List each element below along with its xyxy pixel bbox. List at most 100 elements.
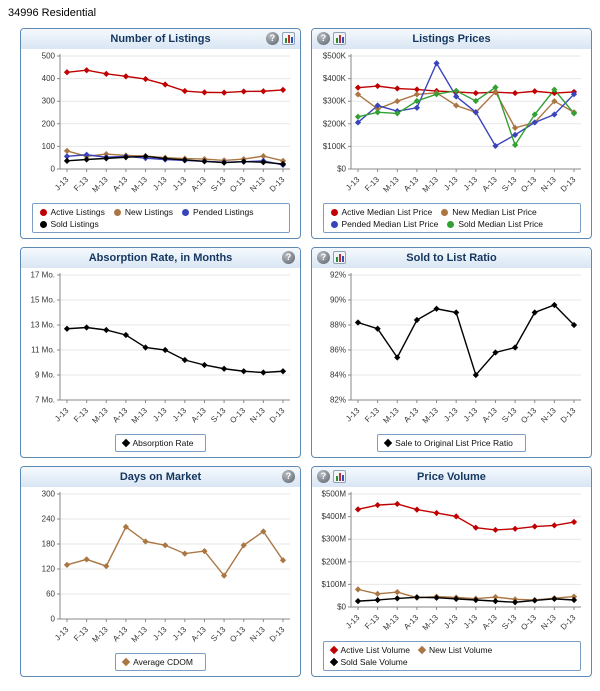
svg-text:M-13: M-13 [130,406,150,426]
svg-text:$300K: $300K [323,97,347,106]
chart-panel-number-of-listings: Number of Listings? 0 100 200 300 400 500 J-13 F… [20,28,301,239]
chart-legend: Active Listings New Listings Pended Listin… [21,203,300,233]
svg-text:N-13: N-13 [248,175,267,194]
chart-legend: Absorption Rate [21,433,300,452]
legend-item: Active Listings [39,207,105,217]
svg-text:0: 0 [51,615,56,624]
legend-marker [121,657,131,667]
svg-text:M-13: M-13 [90,175,110,195]
legend-label: Pended Listings [193,207,254,217]
chart-title: Sold to List Ratio [406,252,497,264]
legend-item: New Median List Price [441,207,537,217]
svg-text:200: 200 [42,119,56,128]
chart-settings-icon-bar [290,37,293,43]
chart-toolbar: ? [282,470,295,483]
help-icon[interactable]: ? [266,32,279,45]
svg-text:F-13: F-13 [363,175,381,193]
svg-text:500: 500 [42,52,56,61]
svg-text:S-13: S-13 [500,175,519,194]
legend-item: Pended Listings [182,207,254,217]
chart-settings-icon-bar [284,38,287,43]
legend-item: Active List Volume [329,645,410,655]
svg-text:M-13: M-13 [381,406,401,426]
legend-label: Absorption Rate [132,438,194,448]
chart-legend: Active List Volume New List Volume Sold Sa… [312,640,591,671]
legend-marker [330,220,338,228]
svg-text:$100M: $100M [322,580,347,589]
svg-text:S-13: S-13 [209,625,228,644]
chart-panel-absorption-rate: Absorption Rate, in Months? 7 Mo. 9 Mo. 11 … [20,247,301,458]
chart-settings-icon-bar [341,37,344,43]
svg-text:M-13: M-13 [90,406,110,426]
legend-item: New Listings [113,207,173,217]
legend-marker [447,220,455,228]
svg-text:J-13: J-13 [53,625,71,643]
svg-text:O-13: O-13 [228,625,247,644]
legend-item: Sold Listings [39,219,99,229]
svg-text:J-13: J-13 [53,175,71,193]
chart-settings-icon[interactable] [333,251,346,264]
svg-text:J-13: J-13 [53,406,71,424]
svg-text:A-13: A-13 [402,406,421,425]
svg-text:J-13: J-13 [442,613,460,631]
svg-text:13 Mo.: 13 Mo. [31,321,55,330]
svg-text:15 Mo.: 15 Mo. [31,296,55,305]
chart-legend-box: Absorption Rate [114,434,207,452]
help-icon[interactable]: ? [317,251,330,264]
svg-text:J-13: J-13 [171,175,189,193]
legend-marker [39,208,47,216]
svg-text:O-13: O-13 [228,406,247,425]
svg-text:D-13: D-13 [268,175,287,194]
svg-text:180: 180 [42,540,56,549]
svg-text:N-13: N-13 [539,175,558,194]
help-icon[interactable]: ? [317,470,330,483]
svg-text:F-13: F-13 [72,625,90,643]
legend-item: Sold Sale Volume [329,657,408,667]
legend-item: Active Median List Price [330,207,432,217]
svg-text:O-13: O-13 [228,175,247,194]
chart-header: Number of Listings [21,29,300,49]
svg-text:240: 240 [42,515,56,524]
svg-text:A-13: A-13 [481,613,500,632]
chart-title: Days on Market [119,471,202,483]
legend-marker [383,438,393,448]
chart-settings-icon-bar [341,256,344,262]
svg-text:D-13: D-13 [268,625,287,644]
svg-text:N-13: N-13 [248,406,267,425]
svg-text:N-13: N-13 [539,406,558,425]
svg-text:J-13: J-13 [344,406,362,424]
svg-text:A-13: A-13 [111,406,130,425]
svg-text:D-13: D-13 [559,613,578,632]
svg-text:J-13: J-13 [462,406,480,424]
svg-text:S-13: S-13 [209,406,228,425]
legend-marker [441,208,449,216]
help-icon[interactable]: ? [317,32,330,45]
svg-text:M-13: M-13 [421,175,441,195]
svg-text:M-13: M-13 [130,175,150,195]
chart-toolbar: ? [317,251,346,264]
svg-text:J-13: J-13 [151,175,169,193]
svg-text:M-13: M-13 [130,625,150,645]
chart-settings-icon[interactable] [333,32,346,45]
chart-header: Absorption Rate, in Months [21,248,300,268]
svg-text:A-13: A-13 [481,175,500,194]
help-icon[interactable]: ? [282,470,295,483]
chart-legend-box: Active Median List Price New Median List … [322,203,581,233]
chart-header: Price Volume [312,467,591,487]
chart-settings-icon[interactable] [333,470,346,483]
svg-text:A-13: A-13 [111,175,130,194]
svg-text:92%: 92% [330,271,346,280]
chart-settings-icon[interactable] [282,32,295,45]
svg-text:M-13: M-13 [421,406,441,426]
chart-legend-box: Active Listings New Listings Pended Listin… [31,203,290,233]
help-icon[interactable]: ? [282,251,295,264]
svg-text:82%: 82% [330,396,346,405]
svg-text:D-13: D-13 [559,175,578,194]
chart-plot-sold-to-list-ratio: 82%84%86%88%90%92%J-13 F-13 M-13 A-13 M-13 J-… [330,271,581,426]
svg-text:$500K: $500K [323,52,347,61]
svg-text:J-13: J-13 [442,406,460,424]
chart-panel-sold-to-list-ratio: Sold to List Ratio? 82% 84% 86% 88% 90% 92% J-1… [311,247,592,458]
legend-marker [330,208,338,216]
svg-text:300: 300 [42,490,56,499]
